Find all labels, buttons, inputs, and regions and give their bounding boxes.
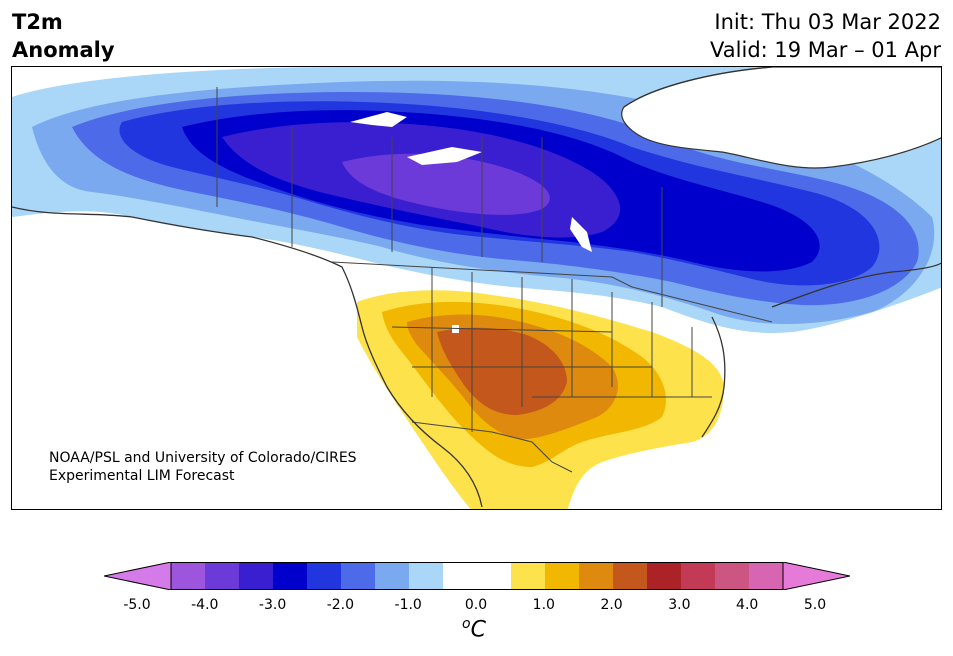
colorbar-tick-label: 4.0 [736,597,759,613]
colorbar-segment [613,562,648,590]
colorbar-segment [409,562,444,590]
colorbar-segment [749,562,784,590]
title-line-2: Anomaly [12,38,115,62]
small-lake [452,325,459,333]
us-mexico-border [411,421,573,473]
title-line-1: T2m [12,10,63,34]
anomaly-map [11,66,942,510]
colorbar-segment [477,562,512,590]
colorbar-tick-label: -4.0 [191,597,219,613]
colorbar-tick-label: -1.0 [394,597,422,613]
cold-anomaly-3-5 [342,153,550,215]
colorbar-tick-label: 0.0 [464,597,488,613]
colorbar-segment [511,562,546,590]
colorbar-tick-label: 2.0 [600,597,623,613]
colorbar-tick-label: -5.0 [123,597,151,613]
colorbar-tick-label: -3.0 [258,597,287,613]
init-date: Init: Thu 03 Mar 2022 [714,10,941,34]
credit-line-2: Experimental LIM Forecast [49,468,235,484]
colorbar-segment [375,562,410,590]
colorbar-tick-label: -2.0 [326,597,355,613]
colorbar-segment [205,562,240,590]
colorbar-segment [273,562,308,590]
great-bear-lake [350,112,407,127]
forecast-dates: Init: Thu 03 Mar 2022 Valid: 19 Mar – 01… [710,8,941,64]
colorbar-segment [239,562,274,590]
valid-date: Valid: 19 Mar – 01 Apr [710,38,941,62]
warm-anomaly-2-0 [437,327,567,415]
state-lines [391,267,712,432]
colorbar-segment [341,562,376,590]
colorbar-extend-high [782,562,850,590]
colorbar-segment [715,562,750,590]
colorbar-segment [171,562,206,590]
colorbar-unit: oC [462,616,486,642]
colorbar-frame [170,562,784,590]
borders [216,87,773,473]
province-lines [291,127,663,307]
colorbar-segment [545,562,580,590]
colorbar-segment [579,562,614,590]
unit-letter: C [470,617,486,643]
map-title: T2m Anomaly [12,8,115,64]
credit-text: NOAA/PSL and University of Colorado/CIRE… [49,449,357,485]
lake-winnipeg [570,217,592,252]
map-svg [12,67,941,509]
colorbar-segment [647,562,682,590]
unit-degree: o [462,616,471,632]
colorbar-segment [307,562,342,590]
credit-line-1: NOAA/PSL and University of Colorado/CIRE… [49,450,357,466]
colorbar-tick-label: 5.0 [803,597,827,613]
colorbar-tick-label: 3.0 [668,597,691,613]
great-slave-lake [407,147,482,165]
colorbar [104,562,850,590]
us-canada-border [331,261,773,323]
coastlines [12,67,941,508]
colorbar-tick-label: 1.0 [532,597,555,613]
colorbar-segment [443,562,478,590]
colorbar-segment [681,562,716,590]
colorbar-extend-low [104,562,172,590]
